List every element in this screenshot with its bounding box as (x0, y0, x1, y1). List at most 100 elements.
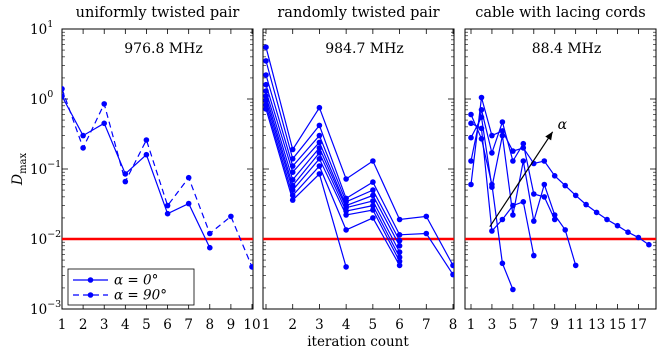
data-point (468, 111, 474, 118)
data-point (143, 137, 150, 143)
data-point (249, 264, 253, 270)
x-tick-label: 5 (509, 317, 518, 333)
data-point (370, 187, 376, 193)
data-point (396, 216, 403, 223)
data-point (80, 145, 86, 151)
data-point (510, 212, 516, 218)
data-point (423, 213, 430, 220)
data-point (263, 97, 269, 104)
x-tick-label: 4 (121, 317, 130, 333)
series-group (263, 44, 454, 278)
x-tick-label: 7 (184, 317, 193, 333)
axes-box (61, 28, 254, 310)
x-tick-label: 9 (550, 317, 559, 333)
x-tick-label: 1 (58, 317, 67, 333)
panel-title: randomly twisted pair (277, 5, 439, 21)
x-tick-label: 13 (588, 317, 605, 333)
frequency-label: 88.4 MHz (532, 41, 602, 57)
data-point (468, 158, 474, 164)
x-tick-label: 10 (243, 317, 260, 333)
y-axis-label: Dmax (10, 152, 29, 186)
legend-marker (87, 277, 94, 283)
data-point (263, 88, 269, 94)
data-point (289, 146, 296, 153)
data-point (499, 260, 506, 267)
x-tick-label: 1 (467, 317, 476, 333)
data-point (510, 158, 516, 164)
panel-2: 1 2 3 4 5 6 7 8 randomly twisted pair 984.7 MHz (262, 5, 458, 333)
data-point (572, 192, 579, 199)
x-tick-label: 6 (395, 317, 404, 333)
data-point (520, 140, 527, 147)
x-tick-label: 8 (449, 317, 458, 333)
series-line (265, 60, 454, 275)
data-point (423, 230, 430, 237)
data-point (228, 213, 234, 220)
data-point (489, 132, 495, 139)
data-point (520, 158, 527, 164)
data-point (489, 181, 495, 188)
data-point (122, 178, 129, 185)
data-point (101, 120, 107, 127)
data-point (164, 210, 171, 217)
series-group (465, 94, 656, 293)
data-point (370, 207, 376, 213)
series-line (265, 74, 401, 241)
panel-title: uniformly twisted pair (76, 5, 240, 21)
data-point (343, 176, 349, 182)
data-point (80, 132, 86, 139)
data-point (541, 181, 548, 188)
data-point (263, 93, 269, 99)
data-point (510, 202, 516, 209)
data-point (263, 72, 269, 78)
data-point (562, 182, 568, 189)
data-point (316, 132, 323, 139)
frequency-label: 984.7 MHz (325, 41, 403, 57)
data-point (343, 264, 349, 270)
legend-box (67, 268, 195, 306)
data-point (478, 114, 485, 120)
legend-label: α = 0° (114, 273, 158, 289)
x-tick-label: 8 (205, 317, 214, 333)
data-point (489, 228, 495, 234)
data-point (510, 286, 516, 293)
data-point (370, 179, 376, 185)
series-line (265, 95, 401, 258)
data-point (396, 243, 403, 249)
y-tick-label: 10−3 (30, 299, 61, 318)
data-point (316, 171, 323, 177)
data-point (468, 181, 474, 188)
x-tick-label: 3 (100, 317, 109, 333)
data-point (62, 93, 65, 99)
data-point (263, 44, 269, 50)
data-point (289, 197, 296, 203)
data-point (520, 199, 527, 205)
data-point (531, 191, 537, 197)
data-point (510, 148, 516, 154)
data-point (316, 150, 323, 156)
y-tick-label: 10−1 (30, 159, 61, 178)
data-point (316, 139, 323, 146)
alpha-arrow (489, 131, 554, 228)
data-point (316, 145, 323, 151)
data-point (343, 212, 349, 218)
data-point (207, 244, 213, 251)
alpha-label: α (558, 117, 568, 133)
data-point (531, 252, 537, 259)
alpha-arrow-head (545, 131, 553, 141)
data-point (370, 198, 376, 204)
data-point (370, 202, 376, 209)
data-point (635, 234, 642, 241)
series-line (265, 90, 401, 253)
y-tick-label: 101 (30, 19, 53, 38)
x-tick-label: 6 (163, 317, 172, 333)
y-tick-label: 100 (30, 89, 53, 108)
data-point (551, 212, 558, 218)
data-point (478, 94, 485, 101)
data-point (450, 262, 454, 269)
data-point (263, 106, 269, 112)
data-point (478, 136, 485, 142)
panel-title: cable with lacing cords (475, 5, 645, 21)
data-point (478, 125, 485, 132)
